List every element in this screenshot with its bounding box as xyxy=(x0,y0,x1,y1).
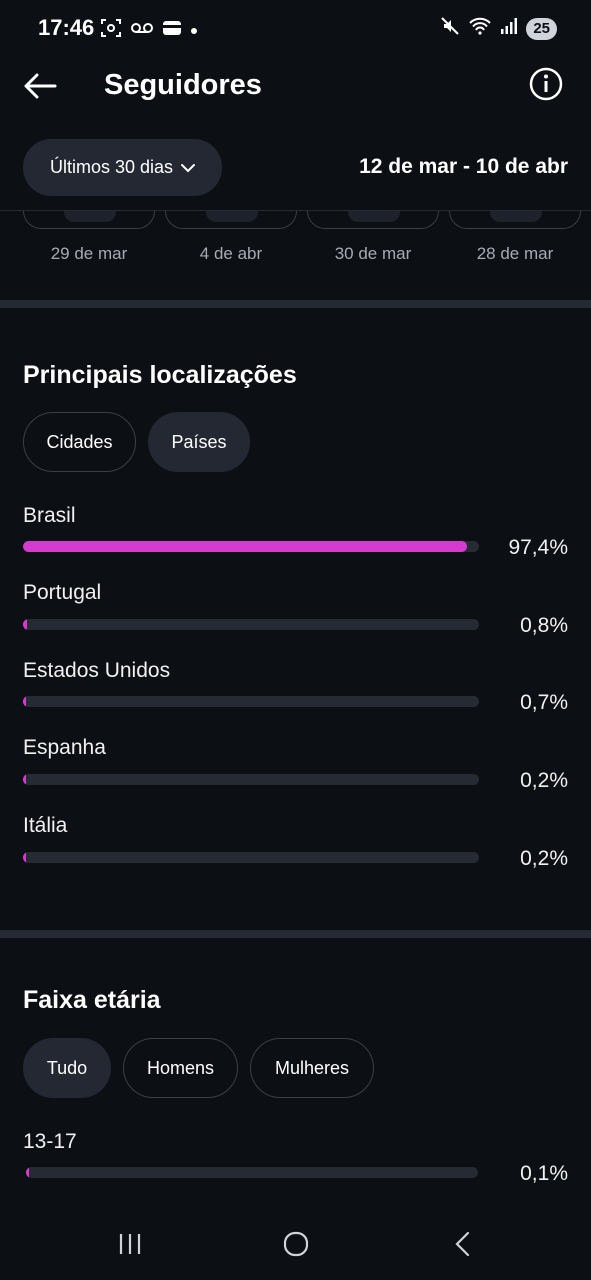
post-thumbnail[interactable] xyxy=(165,211,297,229)
posts-strip: 29 de mar 4 de abr 30 de mar 28 de mar xyxy=(0,210,591,300)
location-label: Brasil xyxy=(23,504,76,527)
system-nav-bar xyxy=(0,1212,591,1280)
post-thumbnail[interactable] xyxy=(23,211,155,229)
chip-label: Cidades xyxy=(46,431,113,452)
voicemail-icon xyxy=(130,21,154,40)
post-date: 28 de mar xyxy=(476,244,554,263)
tab-tudo[interactable]: Tudo xyxy=(23,1038,111,1098)
location-bar xyxy=(23,619,479,630)
location-label: Estados Unidos xyxy=(23,659,171,682)
tab-homens[interactable]: Homens xyxy=(123,1038,238,1098)
status-right-icons: 25 xyxy=(440,16,557,41)
location-bar xyxy=(23,852,479,863)
period-label: Últimos 30 dias xyxy=(49,157,174,177)
post-date: 4 de abr xyxy=(199,244,263,263)
home-button[interactable] xyxy=(276,1230,316,1262)
location-bar-fill xyxy=(23,852,26,863)
home-icon xyxy=(283,1231,309,1262)
chip-label: Homens xyxy=(146,1057,215,1078)
location-value: 0,2% xyxy=(520,847,568,870)
info-button[interactable] xyxy=(528,67,564,106)
age-label: 13-17 xyxy=(23,1130,77,1153)
dot-icon xyxy=(190,22,198,40)
location-value: 0,7% xyxy=(520,691,568,714)
section-divider xyxy=(0,930,591,938)
page-title: Seguidores xyxy=(104,69,262,101)
info-icon xyxy=(529,67,563,106)
chip-label: Países xyxy=(171,431,227,452)
arrow-left-icon xyxy=(23,73,57,104)
post-date: 29 de mar xyxy=(50,244,128,263)
status-left-icons xyxy=(100,17,198,44)
back-icon xyxy=(454,1231,470,1262)
status-bar: 17:46 25 xyxy=(0,0,591,58)
location-value: 0,2% xyxy=(520,769,568,792)
signal-icon xyxy=(500,17,518,40)
chip-label: Mulheres xyxy=(274,1057,350,1078)
location-value: 0,8% xyxy=(520,614,568,637)
wallet-icon xyxy=(162,19,182,42)
location-label: Itália xyxy=(23,814,68,837)
date-range: 12 de mar - 10 de abr xyxy=(359,155,568,178)
period-dropdown[interactable]: Últimos 30 dias xyxy=(23,139,222,196)
location-bar-fill xyxy=(23,774,26,785)
location-bar xyxy=(23,774,479,785)
location-bar-fill xyxy=(23,619,27,630)
chip-label: Tudo xyxy=(46,1057,88,1078)
post-thumbnail[interactable] xyxy=(449,211,581,229)
age-title: Faixa etária xyxy=(23,986,161,1014)
tab-mulheres[interactable]: Mulheres xyxy=(250,1038,374,1098)
chevron-down-icon xyxy=(181,157,196,178)
status-time: 17:46 xyxy=(38,15,95,40)
back-button[interactable] xyxy=(20,68,60,108)
post-thumbnail[interactable] xyxy=(307,211,439,229)
wifi-icon xyxy=(468,16,492,41)
location-bar-fill xyxy=(23,541,468,552)
location-value: 97,4% xyxy=(508,536,568,559)
screenshot-icon xyxy=(100,17,122,44)
tab-paises[interactable]: Países xyxy=(148,412,250,472)
post-date: 30 de mar xyxy=(334,244,412,263)
location-label: Espanha xyxy=(23,736,106,759)
battery-indicator: 25 xyxy=(526,17,557,40)
location-bar xyxy=(23,696,479,707)
back-nav-button[interactable] xyxy=(442,1230,482,1262)
locations-title: Principais localizações xyxy=(23,361,297,389)
recents-button[interactable] xyxy=(110,1230,150,1262)
mute-icon xyxy=(440,16,460,41)
location-label: Portugal xyxy=(23,581,102,604)
age-bar-fill xyxy=(26,1167,29,1178)
app-header: Seguidores xyxy=(0,58,591,118)
location-bar-fill xyxy=(23,696,27,707)
location-bar xyxy=(23,541,479,552)
section-divider xyxy=(0,300,591,308)
recents-icon xyxy=(118,1233,142,1260)
age-bar xyxy=(26,1167,478,1178)
age-value: 0,1% xyxy=(520,1162,568,1185)
tab-cidades[interactable]: Cidades xyxy=(23,412,136,472)
